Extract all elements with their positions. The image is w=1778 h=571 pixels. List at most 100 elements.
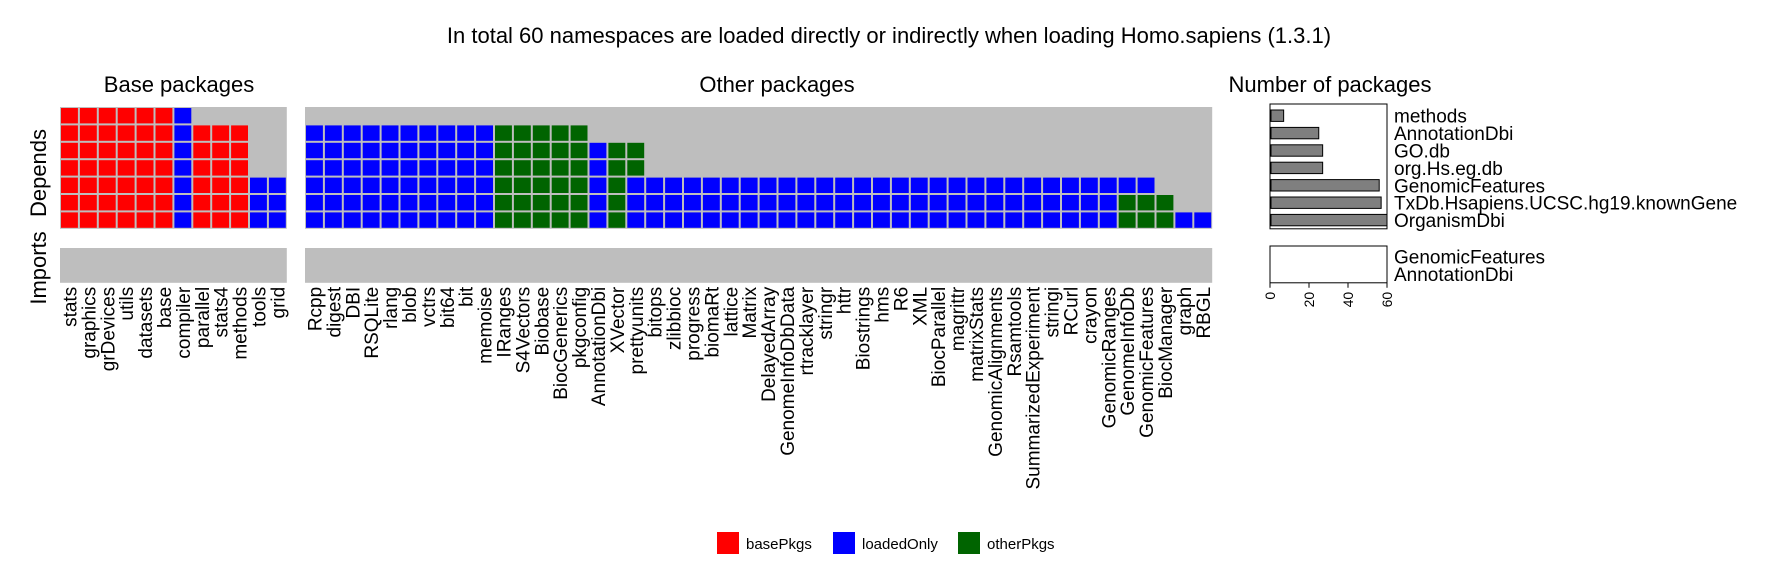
other-cell-depends-stringr-GO.db <box>816 142 834 159</box>
other-cell-depends-DelayedArray-OrganismDbi <box>759 212 777 228</box>
other-cell-depends-BiocGenerics-GO.db <box>551 142 569 159</box>
other-cell-imports-XVector-AnnotationDbi <box>608 266 626 282</box>
other-cell-depends-BiocManager-methods <box>1156 108 1174 124</box>
count-axis-tick-label-60: 60 <box>1379 292 1395 308</box>
other-cell-depends-BiocParallel-GenomicFeatures <box>929 177 947 193</box>
other-cell-depends-lattice-GO.db <box>721 142 739 159</box>
other-cell-depends-rtracklayer-methods <box>797 108 815 124</box>
other-cell-imports-bit-AnnotationDbi <box>457 266 475 282</box>
other-cell-depends-prettyunits-org.Hs.eg.db <box>627 160 645 176</box>
other-cell-depends-BiocManager-org.Hs.eg.db <box>1156 160 1174 176</box>
other-cell-depends-RCurl-org.Hs.eg.db <box>1062 160 1079 176</box>
other-cell-depends-bitops-org.Hs.eg.db <box>646 160 664 176</box>
other-cell-depends-RBGL-org.Hs.eg.db <box>1194 160 1212 176</box>
other-cell-depends-biomaRt-methods <box>702 108 720 124</box>
other-cell-depends-pkgconfig-GO.db <box>570 142 588 159</box>
other-column-label-biomaRt: biomaRt <box>702 286 723 357</box>
other-column-label-IRanges: IRanges <box>494 287 515 358</box>
other-cell-depends-GenomeInfoDbData-TxDb.Hsapiens.UCSC.hg19.knownGene <box>778 195 796 211</box>
other-column-label-lattice: lattice <box>721 287 742 337</box>
other-cell-depends-rlang-GenomicFeatures <box>381 177 399 193</box>
other-cell-depends-GenomicFeatures-TxDb.Hsapiens.UCSC.hg19.knownGene <box>1137 195 1155 211</box>
other-cell-depends-vctrs-org.Hs.eg.db <box>419 160 437 176</box>
other-cell-depends-hms-org.Hs.eg.db <box>873 160 890 176</box>
other-cell-imports-graph-GenomicFeatures <box>1175 249 1193 265</box>
other-cell-depends-S4Vectors-TxDb.Hsapiens.UCSC.hg19.knownGene <box>513 195 531 211</box>
other-cell-depends-GenomicFeatures-GenomicFeatures <box>1137 177 1155 193</box>
other-cell-depends-bitops-AnnotationDbi <box>646 125 664 141</box>
other-column-label-Rsamtools: Rsamtools <box>1005 287 1026 377</box>
other-cell-depends-crayon-GO.db <box>1080 142 1098 159</box>
other-cell-imports-blob-AnnotationDbi <box>400 266 418 282</box>
other-cell-imports-GenomicFeatures-AnnotationDbi <box>1137 266 1155 282</box>
other-cell-depends-crayon-AnnotationDbi <box>1080 125 1098 141</box>
count-axis-tick-label-40: 40 <box>1340 292 1356 308</box>
other-cell-imports-lattice-GenomicFeatures <box>721 249 739 265</box>
other-cell-depends-vctrs-TxDb.Hsapiens.UCSC.hg19.knownGene <box>419 195 437 211</box>
other-cell-imports-graph-AnnotationDbi <box>1175 266 1193 282</box>
other-cell-depends-RBGL-GO.db <box>1194 142 1212 159</box>
other-column-label-matrixStats: matrixStats <box>967 287 988 382</box>
other-cell-depends-GenomeInfoDb-methods <box>1118 108 1136 124</box>
count-bar-depends-AnnotationDbi <box>1270 126 1320 140</box>
other-cell-depends-matrixStats-AnnotationDbi <box>967 125 985 141</box>
other-cell-imports-Biostrings-GenomicFeatures <box>854 249 871 265</box>
base-cell-depends-datasets-GO.db <box>136 142 154 159</box>
other-cell-depends-GenomicRanges-OrganismDbi <box>1099 212 1117 228</box>
other-cell-imports-GenomicAlignments-AnnotationDbi <box>986 266 1004 282</box>
other-cell-depends-GenomeInfoDb-GenomicFeatures <box>1118 177 1136 193</box>
base-cell-depends-methods-OrganismDbi <box>231 212 248 228</box>
base-cell-imports-utils-GenomicFeatures <box>117 249 135 265</box>
base-cell-depends-graphics-OrganismDbi <box>79 212 97 228</box>
other-column-label-BiocManager: BiocManager <box>1156 286 1177 399</box>
other-cell-depends-stringi-TxDb.Hsapiens.UCSC.hg19.knownGene <box>1043 195 1060 211</box>
other-cell-depends-zlibbioc-methods <box>665 108 682 124</box>
other-cell-depends-rlang-AnnotationDbi <box>381 125 399 141</box>
other-cell-depends-BiocParallel-TxDb.Hsapiens.UCSC.hg19.knownGene <box>929 195 947 211</box>
other-cell-depends-RSQLite-OrganismDbi <box>362 212 380 228</box>
other-cell-imports-GenomicFeatures-GenomicFeatures <box>1137 249 1155 265</box>
other-cell-depends-Biobase-org.Hs.eg.db <box>532 160 550 176</box>
other-cell-depends-progress-GenomicFeatures <box>684 177 701 193</box>
other-cell-depends-GenomicFeatures-AnnotationDbi <box>1137 125 1155 141</box>
other-cell-depends-matrixStats-GO.db <box>967 142 985 159</box>
other-cell-imports-stringi-GenomicFeatures <box>1043 249 1060 265</box>
other-cell-depends-GenomicRanges-TxDb.Hsapiens.UCSC.hg19.knownGene <box>1099 195 1117 211</box>
base-cell-imports-compiler-AnnotationDbi <box>174 266 192 282</box>
count-row-label-depends-methods: methods <box>1394 107 1467 128</box>
base-cell-depends-methods-methods <box>231 108 248 124</box>
other-cell-depends-GenomicAlignments-AnnotationDbi <box>986 125 1004 141</box>
base-cell-depends-utils-org.Hs.eg.db <box>117 160 135 176</box>
other-cell-depends-memoise-TxDb.Hsapiens.UCSC.hg19.knownGene <box>476 195 493 211</box>
other-cell-depends-DBI-GenomicFeatures <box>343 177 361 193</box>
base-cell-imports-parallel-GenomicFeatures <box>193 249 211 265</box>
other-cell-imports-SummarizedExperiment-AnnotationDbi <box>1024 266 1042 282</box>
other-cell-depends-SummarizedExperiment-GO.db <box>1024 142 1042 159</box>
other-cell-depends-zlibbioc-TxDb.Hsapiens.UCSC.hg19.knownGene <box>665 195 682 211</box>
other-cell-depends-DBI-AnnotationDbi <box>343 125 361 141</box>
other-cell-imports-biomaRt-AnnotationDbi <box>702 266 720 282</box>
other-cell-depends-Rsamtools-methods <box>1005 108 1023 124</box>
base-cell-depends-grDevices-TxDb.Hsapiens.UCSC.hg19.knownGene <box>98 195 116 211</box>
other-cell-depends-bit-GO.db <box>457 142 475 159</box>
other-cell-depends-Biobase-AnnotationDbi <box>532 125 550 141</box>
other-cell-depends-S4Vectors-AnnotationDbi <box>513 125 531 141</box>
other-cell-depends-stringr-AnnotationDbi <box>816 125 834 141</box>
legend-label-otherPkgs: otherPkgs <box>987 536 1055 553</box>
base-column-label-grDevices: grDevices <box>98 287 119 371</box>
other-cell-imports-bit-GenomicFeatures <box>457 249 475 265</box>
other-cell-depends-biomaRt-TxDb.Hsapiens.UCSC.hg19.knownGene <box>702 195 720 211</box>
base-column-label-parallel: parallel <box>193 287 214 348</box>
other-cell-depends-biomaRt-GO.db <box>702 142 720 159</box>
other-cell-depends-bit-AnnotationDbi <box>457 125 475 141</box>
other-cell-depends-progress-methods <box>684 108 701 124</box>
other-cell-depends-rlang-OrganismDbi <box>381 212 399 228</box>
other-cell-depends-Rsamtools-AnnotationDbi <box>1005 125 1023 141</box>
other-cell-depends-zlibbioc-org.Hs.eg.db <box>665 160 682 176</box>
other-column-label-vctrs: vctrs <box>419 287 440 327</box>
other-cell-depends-rtracklayer-TxDb.Hsapiens.UCSC.hg19.knownGene <box>797 195 815 211</box>
other-cell-depends-biomaRt-GenomicFeatures <box>702 177 720 193</box>
other-cell-depends-bit-org.Hs.eg.db <box>457 160 475 176</box>
base-column-label-utils: utils <box>117 287 138 321</box>
other-cell-depends-IRanges-OrganismDbi <box>495 212 512 228</box>
